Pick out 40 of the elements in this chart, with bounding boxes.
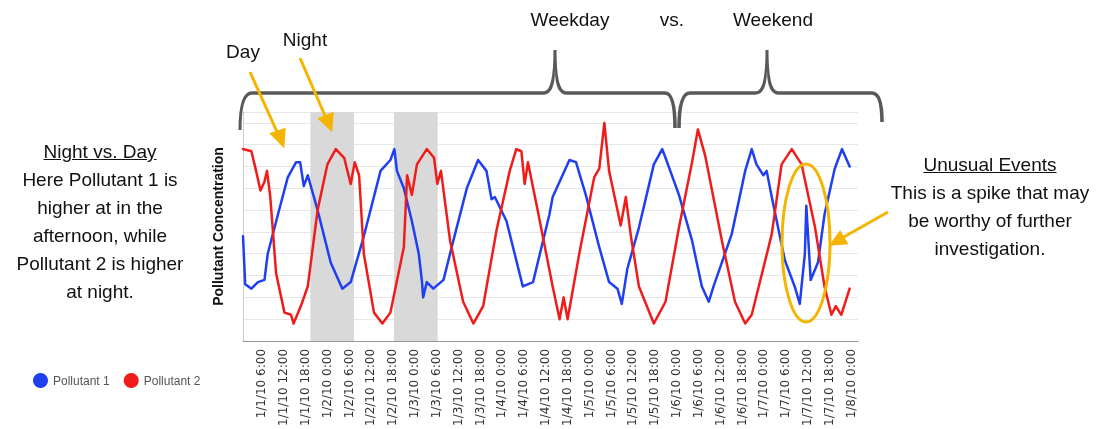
x-tick-label: 1/3/10 12:00	[450, 348, 465, 427]
x-tick-label: 1/4/10 12:00	[538, 348, 553, 427]
x-tick-label: 1/7/10 0:00	[756, 348, 771, 419]
x-tick-label: 1/6/10 18:00	[734, 348, 749, 427]
x-tick-label: 1/6/10 0:00	[669, 348, 684, 419]
legend-label: Pollutant 2	[143, 373, 201, 388]
x-tick-label: 1/3/10 0:00	[407, 348, 422, 419]
x-tick-label: 1/4/10 18:00	[559, 348, 574, 427]
legend-label: Pollutant 1	[53, 373, 111, 388]
x-tick-label: 1/8/10 0:00	[843, 348, 858, 419]
text: Night	[281, 28, 329, 52]
x-tick-label: 1/4/10 0:00	[494, 348, 509, 419]
x-tick-label: 1/6/10 12:00	[712, 348, 727, 427]
x-tick-label: 1/6/10 6:00	[690, 348, 705, 419]
text: Night vs. Day	[42, 140, 158, 164]
x-tick-label: 1/1/10 6:00	[254, 348, 269, 419]
text: Weekday	[529, 8, 611, 32]
x-tick-label: 1/2/10 6:00	[341, 348, 356, 419]
text: Unusual Events	[922, 153, 1058, 177]
x-tick-label: 1/5/10 18:00	[647, 348, 662, 427]
x-tick-label: 1/7/10 18:00	[821, 348, 836, 427]
x-tick-label: 1/3/10 6:00	[428, 348, 443, 419]
text: Here Pollutant 1 is higher at in the afternoon, while Pollutant 2 is higher at night.	[15, 168, 185, 304]
x-tick-label: 1/5/10 12:00	[625, 348, 640, 427]
x-tick-label: 1/4/10 6:00	[516, 348, 531, 419]
x-tick-label: 1/2/10 18:00	[385, 348, 400, 427]
text: Day	[225, 40, 261, 64]
x-tick-label: 1/1/10 18:00	[297, 348, 312, 427]
text: This is a spike that may be worthy of further investigation.	[890, 181, 1090, 261]
x-tick-label: 1/5/10 6:00	[603, 348, 618, 419]
y-axis-title: Pollutant Concentration	[210, 147, 226, 306]
x-tick-label: 1/5/10 0:00	[581, 348, 596, 419]
x-tick-label: 1/2/10 0:00	[319, 348, 334, 419]
x-tick-label: 1/2/10 12:00	[363, 348, 378, 427]
text: Weekend	[732, 8, 814, 32]
text: vs.	[658, 8, 686, 32]
x-tick-label: 1/3/10 18:00	[472, 348, 487, 427]
x-tick-label: 1/7/10 6:00	[778, 348, 793, 419]
x-tick-label: 1/7/10 12:00	[800, 348, 815, 427]
x-tick-label: 1/1/10 12:00	[276, 348, 291, 427]
